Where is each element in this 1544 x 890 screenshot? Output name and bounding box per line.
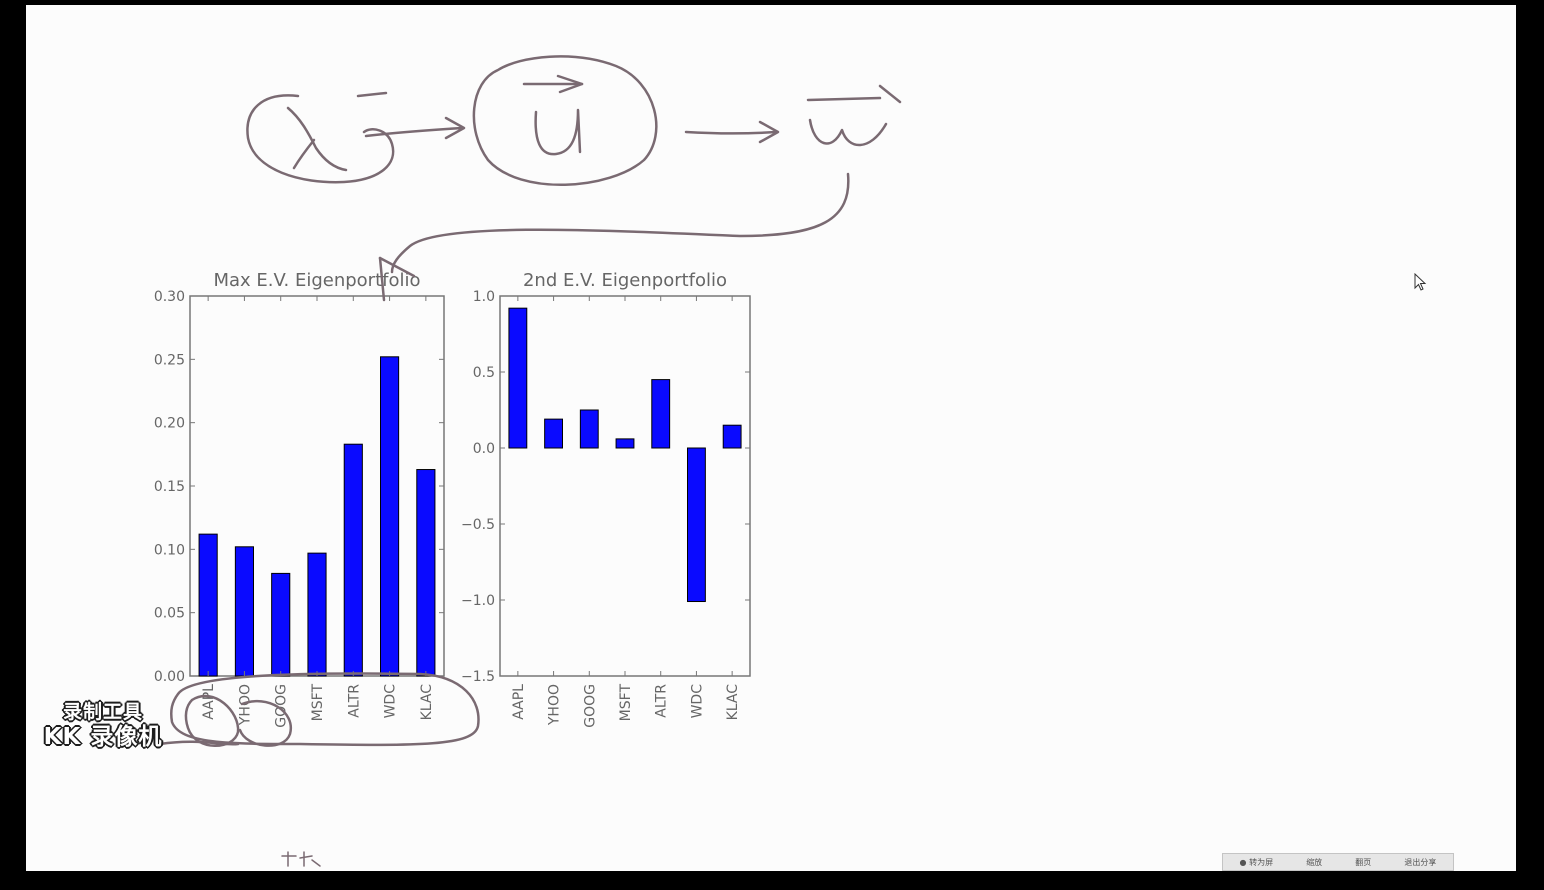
x-tick-label: GOOG — [582, 684, 598, 728]
y-tick-label: 0.30 — [154, 289, 185, 305]
bar-wdc — [380, 356, 400, 677]
x-tick-label: MSFT — [310, 684, 326, 722]
x-tick-label: MSFT — [618, 684, 634, 722]
mouse-cursor-icon — [1414, 273, 1427, 291]
recorder-watermark: 录制工具 KK 录像机 — [33, 701, 173, 750]
x-tick-label: ALTR — [654, 684, 670, 718]
y-tick-label: 0.10 — [154, 542, 185, 558]
bar-wdc — [687, 447, 706, 603]
bar-altr — [343, 443, 363, 677]
toolbar-item-screen[interactable]: ● 转为屏 — [1239, 857, 1274, 867]
plot-frame — [499, 295, 751, 677]
max-ev-eigenportfolio-chart: Max E.V. Eigenportfolio 0.00 0.05 0.10 0.15 0… — [154, 270, 445, 728]
presentation-toolbar: ● 转为屏 缩放 翻页 退出分享 — [1222, 853, 1454, 871]
bar-msft — [307, 552, 327, 677]
y-tick-label: 0.15 — [154, 479, 185, 495]
bar-aapl — [198, 533, 218, 677]
y-tick-label: −0.5 — [461, 517, 495, 533]
x-tick-label: YHOO — [237, 684, 253, 726]
x-tick-label: GOOG — [274, 684, 290, 728]
bar-klac — [416, 469, 436, 677]
watermark-line-2: KK 录像机 — [43, 723, 163, 750]
chart-title: Max E.V. Eigenportfolio — [213, 270, 420, 291]
x-tick-label: WDC — [383, 684, 399, 719]
bar-yhoo — [234, 546, 255, 677]
bar-altr — [651, 379, 671, 449]
y-tick-label: 0.0 — [473, 441, 495, 457]
y-tick-label: 0.5 — [473, 365, 495, 381]
y-tick-label: 0.00 — [154, 669, 185, 685]
bar-goog — [579, 409, 599, 449]
bar-klac — [722, 424, 742, 449]
y-tick-label: 1.0 — [473, 289, 495, 305]
y-tick-label: 0.05 — [154, 606, 185, 622]
toolbar-item-page[interactable]: 翻页 — [1355, 857, 1372, 867]
x-tick-label: YHOO — [547, 684, 563, 726]
x-tick-label: WDC — [689, 684, 705, 719]
y-tick-label: −1.0 — [461, 593, 495, 609]
toolbar-item-zoom[interactable]: 缩放 — [1306, 857, 1323, 867]
x-tick-label: KLAC — [725, 684, 741, 721]
y-tick-label: 0.25 — [154, 352, 185, 368]
second-ev-eigenportfolio-chart: 2nd E.V. Eigenportfolio −1.5 −1.0 −0.5 0.0 0.… — [461, 270, 751, 728]
bar-goog — [271, 572, 291, 677]
y-tick-label: 0.20 — [154, 416, 185, 432]
x-tick-label: AAPL — [511, 684, 527, 720]
chart-title: 2nd E.V. Eigenportfolio — [523, 270, 727, 291]
y-tick-label: −1.5 — [461, 669, 495, 685]
x-tick-label: AAPL — [201, 684, 217, 720]
toolbar-item-exit-share[interactable]: 退出分享 — [1404, 857, 1437, 867]
x-tick-label: KLAC — [419, 684, 435, 721]
bar-aapl — [508, 307, 528, 449]
bar-msft — [615, 438, 635, 449]
x-tick-label: ALTR — [346, 684, 362, 718]
watermark-line-1: 录制工具 — [62, 701, 143, 723]
bar-yhoo — [544, 418, 564, 449]
